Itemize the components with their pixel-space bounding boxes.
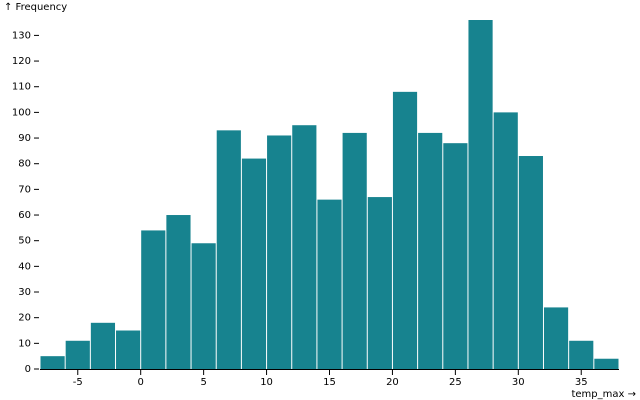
x-axis-label: temp_max → <box>571 389 636 400</box>
bar <box>267 135 292 369</box>
y-axis-label: ↑ Frequency <box>4 2 67 13</box>
x-tick-label: 15 <box>323 377 336 388</box>
y-tick-label: 70 <box>18 184 31 195</box>
bar <box>241 158 267 369</box>
x-tick-label: 20 <box>386 377 399 388</box>
y-tick-label: 50 <box>18 236 31 247</box>
bar <box>594 358 619 369</box>
y-tick-label: 60 <box>18 210 31 221</box>
bar <box>116 330 141 369</box>
bar <box>166 215 191 369</box>
y-tick-label: 130 <box>12 30 31 41</box>
bar <box>216 130 241 369</box>
x-tick-label: -5 <box>73 377 83 388</box>
bar <box>40 356 65 369</box>
x-tick-label: 5 <box>200 377 206 388</box>
bar <box>443 143 468 369</box>
bar <box>65 340 90 369</box>
y-tick-label: 20 <box>18 313 31 324</box>
x-tick-label: 30 <box>512 377 525 388</box>
bar <box>292 125 317 370</box>
y-tick-label: 40 <box>18 261 31 272</box>
bar <box>317 199 342 369</box>
x-tick-label: 35 <box>575 377 588 388</box>
bar <box>418 132 443 369</box>
y-tick-label: 120 <box>12 56 31 67</box>
bar <box>543 307 569 369</box>
y-tick-label: 110 <box>12 82 31 93</box>
bar <box>342 132 367 369</box>
x-tick-label: 0 <box>138 377 144 388</box>
y-tick-label: 0 <box>25 364 31 375</box>
y-tick-label: 80 <box>18 159 31 170</box>
y-tick-label: 100 <box>12 107 31 118</box>
x-tick-label: 25 <box>449 377 462 388</box>
y-tick-label: 10 <box>18 338 31 349</box>
bar <box>191 243 216 369</box>
bar <box>518 156 543 369</box>
bar <box>392 91 418 370</box>
bar <box>141 230 166 369</box>
y-tick-label: 30 <box>18 287 31 298</box>
y-tick-label: 90 <box>18 133 31 144</box>
bar <box>493 112 518 369</box>
bar <box>468 20 493 369</box>
bar <box>367 197 392 369</box>
bar <box>90 322 116 369</box>
bar <box>569 340 594 369</box>
x-tick-label: 10 <box>260 377 273 388</box>
